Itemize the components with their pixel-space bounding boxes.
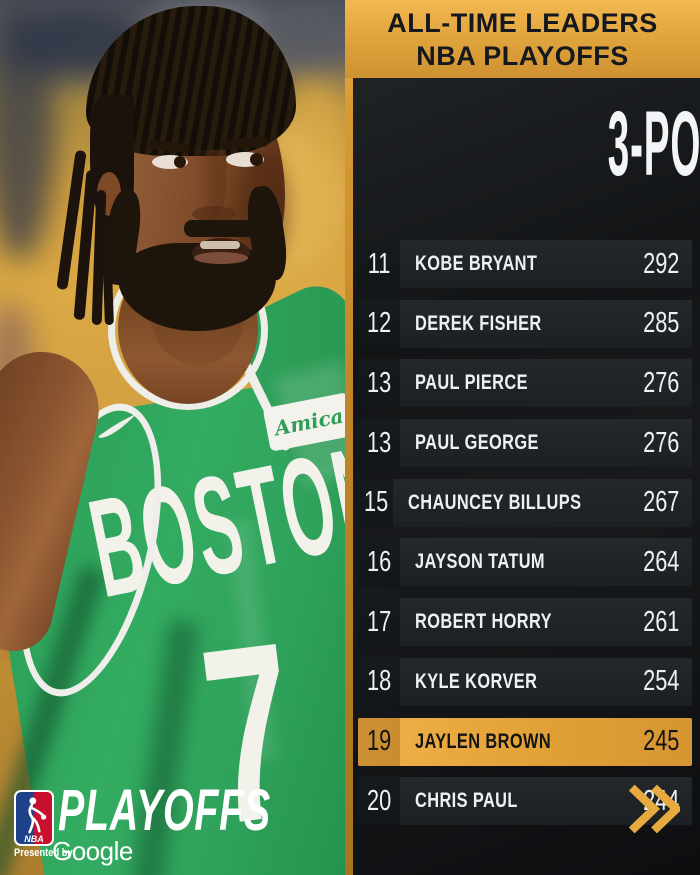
rank-value: 13 (366, 366, 392, 399)
stat-cell: 264 (631, 538, 692, 586)
player-name-text: KYLE KORVER (415, 669, 538, 693)
stat-cell: 276 (631, 419, 692, 467)
player-name-text: DEREK FISHER (415, 311, 542, 335)
player-name-text: PAUL GEORGE (415, 431, 539, 455)
stat-value-text: 261 (642, 605, 679, 638)
stat-value-text: 276 (642, 366, 679, 399)
rank-value: 18 (366, 665, 392, 698)
stat-cell: 254 (631, 658, 692, 706)
mustache (184, 220, 256, 237)
iris (174, 156, 186, 168)
stat-cell: 285 (631, 300, 692, 348)
player-name: JAYLEN BROWN (400, 718, 631, 766)
table-row: 18 KYLE KORVER 254 (358, 657, 692, 706)
rank-value: 19 (366, 725, 392, 757)
rank-value: 16 (366, 545, 392, 578)
stat-cell: 292 (631, 240, 692, 288)
rank-cell: 15 (358, 478, 394, 527)
table-row: 15 CHAUNCEY BILLUPS 267 (358, 478, 692, 527)
player-name: KYLE KORVER (400, 658, 631, 706)
rank-value: 12 (366, 307, 392, 340)
stat-cell: 267 (631, 479, 692, 527)
iris (250, 153, 263, 166)
nose-shadow (192, 206, 236, 222)
table-row: 11 KOBE BRYANT 292 (358, 240, 692, 288)
stat-value-text: 264 (642, 545, 679, 578)
rank-cell: 13 (358, 419, 400, 468)
table-row: 17 ROBERT HORRY 261 (358, 598, 692, 647)
stat-value-text: 276 (642, 426, 679, 459)
player-name: JAYSON TATUM (400, 538, 631, 586)
player-name-text: CHAUNCEY BILLUPS (408, 490, 582, 514)
panel-header: ALL-TIME LEADERS NBA PLAYOFFS (345, 0, 700, 78)
teeth (200, 241, 240, 249)
player-name: ROBERT HORRY (400, 598, 631, 646)
player-name: DEREK FISHER (400, 300, 631, 348)
table-row: 16 JAYSON TATUM 264 (358, 538, 692, 587)
playoffs-wordmark: PLAYOFFS (58, 778, 271, 843)
player-name: CHRIS PAUL (400, 777, 631, 825)
rank-cell: 20 (358, 777, 400, 826)
stat-value-text: 254 (642, 665, 679, 698)
table-row: 19 JAYLEN BROWN 245 (358, 717, 692, 766)
lip (194, 252, 248, 264)
rank-cell: 13 (358, 359, 400, 408)
rank-cell: 11 (358, 240, 400, 288)
player-name: CHAUNCEY BILLUPS (393, 479, 630, 527)
table-row: 13 PAUL PIERCE 276 (358, 359, 692, 408)
rank-cell: 18 (358, 657, 400, 706)
rank-cell: 17 (358, 598, 400, 647)
player-name-text: PAUL PIERCE (415, 371, 528, 395)
stat-value-text: 285 (642, 307, 679, 340)
rank-cell: 19 (358, 717, 400, 766)
stat-title: 3-POINTERS MADE (607, 93, 700, 195)
leaderboard-body: 3-POINTERS MADE 11 KOBE BRYANT 292 12 DE… (353, 78, 700, 875)
rank-cell: 12 (358, 299, 400, 348)
next-page-chevron-icon[interactable] (628, 783, 683, 835)
rank-value: 11 (367, 247, 391, 280)
stat-value-text: 245 (642, 725, 679, 757)
player-name-text: ROBERT HORRY (415, 610, 552, 634)
header-line2: NBA PLAYOFFS (416, 41, 629, 71)
player-name-text: JAYLEN BROWN (415, 729, 552, 753)
nba-logo-text: NBA (24, 834, 44, 844)
player-photo: Amica BOSTON 7 (0, 0, 345, 875)
player-name: KOBE BRYANT (400, 240, 631, 288)
rank-value: 13 (366, 426, 392, 459)
table-row: 20 CHRIS PAUL 244 (358, 777, 692, 826)
header-line1: ALL-TIME LEADERS (387, 8, 658, 38)
player-name-text: JAYSON TATUM (415, 550, 545, 574)
rank-cell: 16 (358, 538, 400, 587)
leaderboard-panel: ALL-TIME LEADERS NBA PLAYOFFS 3-POINTERS… (345, 0, 700, 875)
rank-value: 15 (363, 486, 388, 519)
player-name: PAUL PIERCE (400, 359, 631, 407)
player-name-text: KOBE BRYANT (415, 252, 538, 275)
rank-value: 20 (366, 784, 392, 817)
rank-value: 17 (366, 605, 392, 638)
nba-logo: NBA (14, 790, 54, 846)
leaderboard-rows: 11 KOBE BRYANT 292 12 DEREK FISHER 285 1… (358, 240, 692, 837)
player-name-text: CHRIS PAUL (415, 789, 518, 813)
stat-cell: 245 (631, 718, 692, 766)
stat-cell: 276 (631, 359, 692, 407)
nike-swoosh-icon (94, 413, 141, 443)
table-row: 12 DEREK FISHER 285 (358, 299, 692, 348)
presented-by-label: Presented by (14, 847, 73, 859)
table-row: 13 PAUL GEORGE 276 (358, 419, 692, 468)
stat-value-text: 267 (642, 486, 679, 519)
stat-value-text: 292 (642, 247, 679, 280)
stat-cell: 261 (631, 598, 692, 646)
player-name: PAUL GEORGE (400, 419, 631, 467)
google-logo: Google (52, 836, 133, 866)
